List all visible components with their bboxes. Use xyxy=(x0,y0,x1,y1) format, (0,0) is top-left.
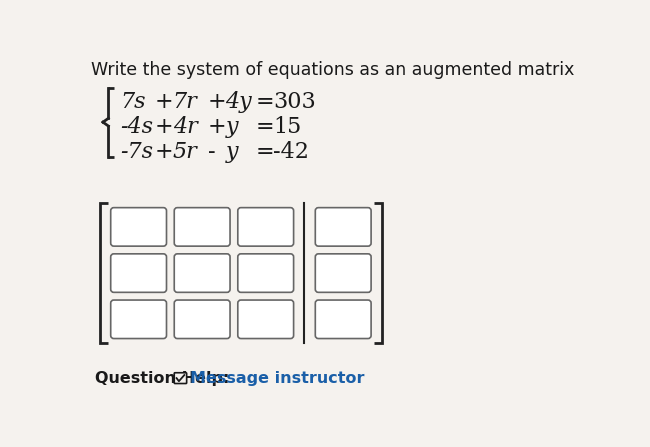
Text: +: + xyxy=(155,141,174,164)
FancyBboxPatch shape xyxy=(111,208,166,246)
FancyBboxPatch shape xyxy=(238,254,294,292)
Text: -4s: -4s xyxy=(120,116,153,138)
FancyBboxPatch shape xyxy=(315,208,371,246)
Text: 5r: 5r xyxy=(173,141,198,164)
Text: 4y: 4y xyxy=(226,91,252,113)
FancyBboxPatch shape xyxy=(111,300,166,338)
Text: 4r: 4r xyxy=(173,116,198,138)
Text: =: = xyxy=(255,91,274,113)
FancyBboxPatch shape xyxy=(111,254,166,292)
FancyBboxPatch shape xyxy=(238,300,294,338)
Text: Write the system of equations as an augmented matrix: Write the system of equations as an augm… xyxy=(92,61,575,79)
Text: -7s: -7s xyxy=(120,141,153,164)
Text: +: + xyxy=(207,116,226,138)
FancyBboxPatch shape xyxy=(174,373,187,384)
Text: -42: -42 xyxy=(274,141,309,164)
FancyBboxPatch shape xyxy=(174,254,230,292)
Text: -: - xyxy=(207,141,215,164)
Text: y: y xyxy=(226,116,238,138)
Text: Message instructor: Message instructor xyxy=(190,371,364,386)
Text: +: + xyxy=(207,91,226,113)
Text: 7r: 7r xyxy=(173,91,198,113)
Text: 15: 15 xyxy=(274,116,302,138)
FancyBboxPatch shape xyxy=(315,254,371,292)
FancyBboxPatch shape xyxy=(238,208,294,246)
Text: +: + xyxy=(155,91,174,113)
Text: 7s: 7s xyxy=(120,91,146,113)
FancyBboxPatch shape xyxy=(315,300,371,338)
Text: +: + xyxy=(155,116,174,138)
Text: 303: 303 xyxy=(274,91,316,113)
Text: Question Help:: Question Help: xyxy=(95,371,229,386)
Text: =: = xyxy=(255,116,274,138)
Text: =: = xyxy=(255,141,274,164)
FancyBboxPatch shape xyxy=(174,300,230,338)
FancyBboxPatch shape xyxy=(174,208,230,246)
Text: y: y xyxy=(226,141,238,164)
